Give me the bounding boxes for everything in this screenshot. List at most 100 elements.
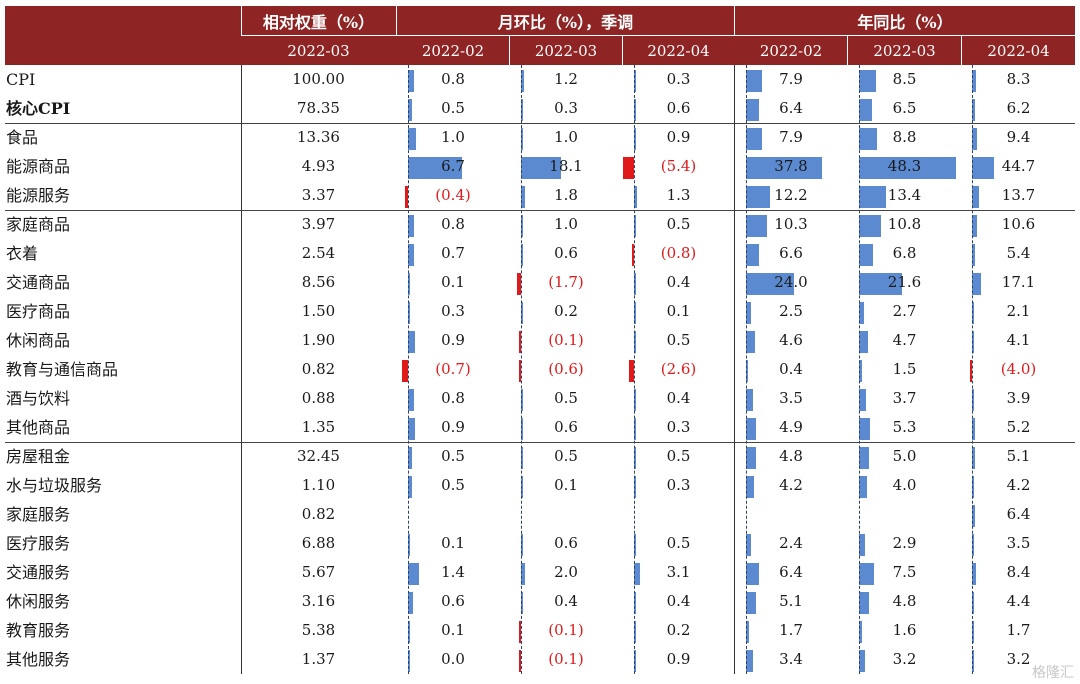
mom-value: 0.6 (554, 418, 578, 436)
yoy-bar (972, 215, 978, 237)
table-row: CPI 100.00 0.8 1.2 0.3 7.9 8.5 8.3 (5, 65, 1075, 94)
yoy-bar (970, 360, 972, 382)
mom-value: 0.1 (441, 273, 465, 291)
mom-value: 1.8 (554, 186, 578, 204)
row-label: 休闲服务 (6, 592, 71, 611)
weight-header: 相对权重（%） (262, 13, 375, 32)
yoy-bar (859, 186, 886, 208)
mom-value: 1.4 (441, 563, 465, 581)
mom-value: 0.0 (441, 650, 465, 668)
weight-value: 13.36 (297, 128, 340, 146)
yoy-bar (859, 302, 865, 324)
row-label: 衣着 (6, 244, 39, 263)
mom-value: 1.3 (666, 186, 691, 204)
mom-bar (408, 476, 412, 498)
yoy-bar (859, 215, 881, 237)
yoy-value: 9.4 (1006, 128, 1031, 146)
table-row: 休闲服务 3.16 0.6 0.4 0.4 5.1 4.8 4.4 (5, 587, 1075, 616)
mom-bar (408, 70, 415, 92)
yoy-bar (972, 157, 995, 179)
mom-value: (0.1) (548, 331, 584, 349)
mom-value: 18.1 (549, 157, 583, 175)
yoy-value: 3.4 (779, 650, 803, 668)
yoy-bar (746, 157, 822, 179)
mom-value: 0.2 (666, 621, 691, 639)
yoy-bar (859, 650, 866, 672)
weight-value: 2.54 (301, 244, 336, 262)
yoy-value: 3.5 (1006, 534, 1031, 552)
yoy-bar (859, 418, 870, 440)
yoy-value: 5.0 (892, 447, 917, 465)
mom-month-header: 2022-02 (421, 41, 485, 60)
weight-value: 1.90 (301, 331, 336, 349)
mom-bar (408, 534, 410, 556)
row-label: 医疗服务 (6, 534, 71, 553)
mom-bar (408, 331, 416, 353)
yoy-value: 4.9 (779, 418, 803, 436)
weight-value: 8.56 (301, 273, 336, 291)
watermark: 格隆汇 (1032, 665, 1074, 681)
yoy-value: 10.8 (887, 215, 922, 233)
row-label: 能源服务 (6, 186, 71, 205)
yoy-bar (746, 273, 794, 295)
yoy-bar (972, 128, 977, 150)
mom-bar (402, 360, 408, 382)
mom-bar (519, 331, 521, 353)
mom-value: 0.7 (441, 244, 465, 262)
yoy-value: 1.7 (779, 621, 803, 639)
table-row: 核心CPI 78.35 0.5 0.3 0.6 6.4 6.5 6.2 (5, 94, 1075, 123)
yoy-bar (859, 128, 877, 150)
mom-bar (521, 302, 523, 324)
yoy-value: 4.7 (892, 331, 917, 349)
mom-value: 0.3 (441, 302, 465, 320)
yoy-value: 6.4 (779, 99, 803, 117)
mom-value: 0.4 (666, 273, 691, 291)
mom-value: 1.0 (554, 215, 578, 233)
weight-value: 3.16 (301, 592, 336, 610)
weight-value: 5.67 (301, 563, 336, 581)
yoy-value: 2.1 (1006, 302, 1031, 320)
mom-bar (634, 592, 636, 614)
mom-bar (408, 621, 410, 643)
row-label: 教育与通信商品 (6, 360, 119, 379)
yoy-bar (746, 418, 756, 440)
mom-bar (521, 244, 523, 266)
mom-bar (519, 650, 521, 672)
yoy-value: 6.5 (892, 99, 917, 117)
yoy-bar (972, 650, 974, 672)
yoy-value: 8.3 (1006, 70, 1031, 88)
mom-value: 0.6 (441, 592, 465, 610)
yoy-value: 10.6 (1001, 215, 1036, 233)
mom-value: 0.5 (554, 447, 578, 465)
mom-bar (408, 650, 410, 672)
table-row: 食品 13.36 1.0 1.0 0.9 7.9 8.8 9.4 (5, 123, 1075, 152)
row-label: 食品 (6, 128, 39, 147)
group-divider (5, 442, 1075, 443)
mom-bar (521, 447, 523, 469)
yoy-bar (972, 621, 974, 643)
mom-bar (408, 215, 415, 237)
mom-bar (521, 592, 523, 614)
mom-bar (634, 447, 636, 469)
yoy-bar (859, 563, 874, 585)
yoy-value: 2.7 (892, 302, 917, 320)
mom-bar (634, 331, 636, 353)
yoy-value: 4.1 (1006, 331, 1031, 349)
yoy-value: 2.4 (779, 534, 803, 552)
yoy-value: 7.5 (892, 563, 917, 581)
mom-value: 0.2 (554, 302, 578, 320)
row-label: 能源商品 (6, 157, 71, 176)
yoy-bar (746, 331, 756, 353)
yoy-month-header: 2022-03 (873, 41, 936, 60)
mom-bar (628, 360, 634, 382)
yoy-bar (859, 273, 903, 295)
yoy-bar (972, 389, 974, 411)
mom-value: 0.9 (666, 128, 691, 146)
table-row: 家庭商品 3.97 0.8 1.0 0.5 10.3 10.8 10.6 (5, 210, 1075, 239)
yoy-value: 6.6 (779, 244, 803, 262)
yoy-value: (4.0) (1000, 360, 1037, 378)
mom-value: 0.6 (554, 244, 578, 262)
yoy-value: 48.3 (887, 157, 922, 175)
zero-axis-line (859, 65, 860, 674)
yoy-value: 4.2 (1006, 476, 1031, 494)
